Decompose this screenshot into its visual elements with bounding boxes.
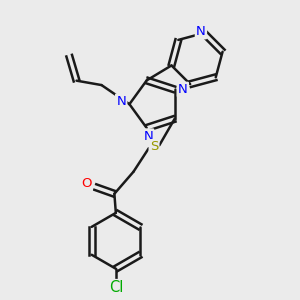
Text: Cl: Cl [109,280,123,295]
Text: N: N [196,25,206,38]
Text: N: N [116,95,126,108]
Text: O: O [81,177,92,190]
Text: N: N [143,130,153,143]
Text: N: N [178,83,188,96]
Text: S: S [150,140,158,153]
